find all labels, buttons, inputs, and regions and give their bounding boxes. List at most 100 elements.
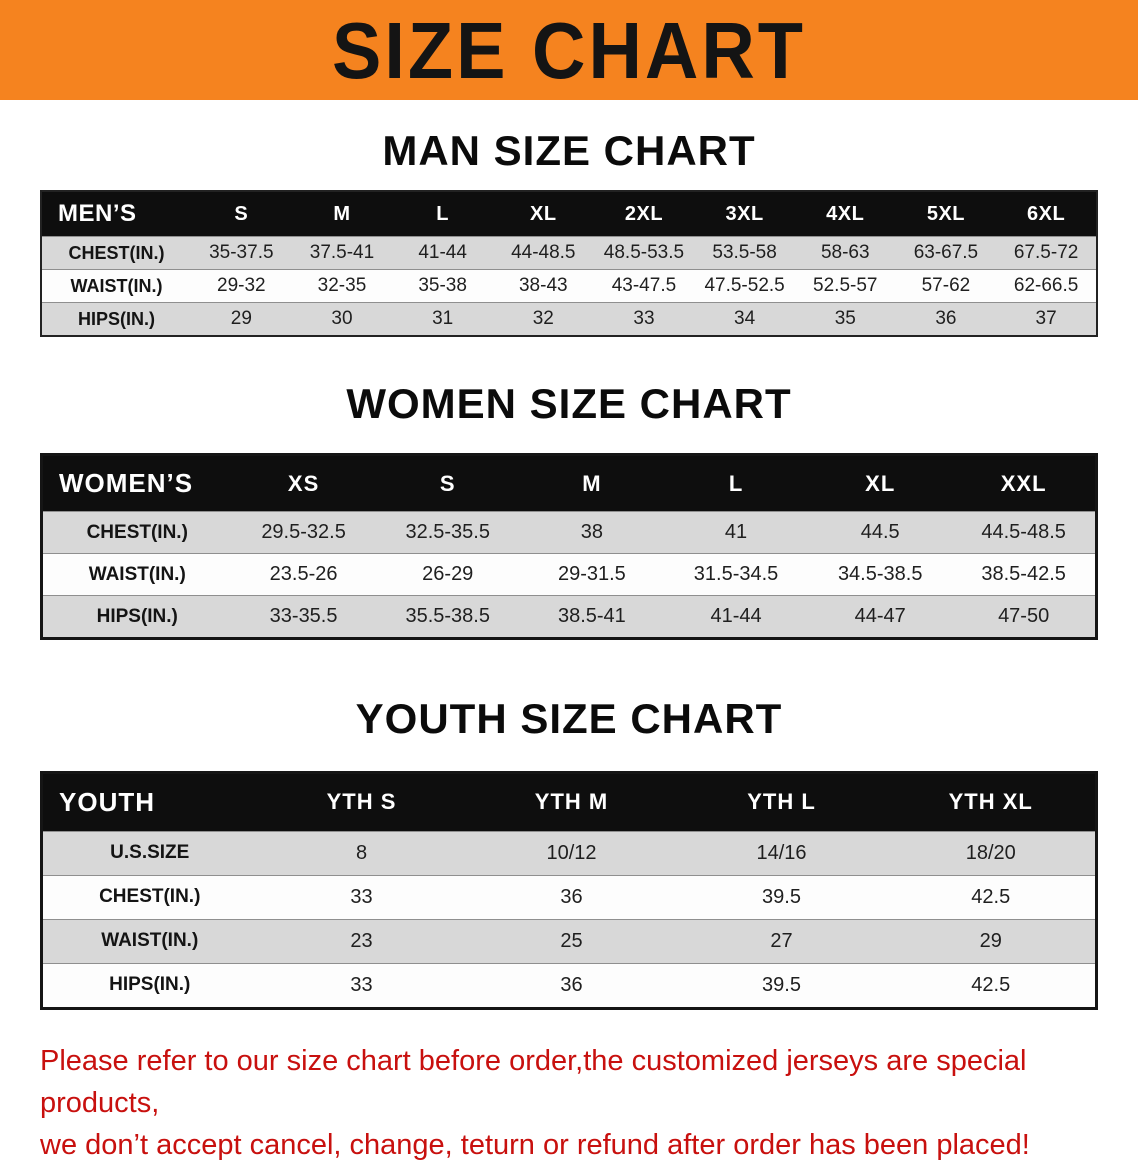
- measurement-value: 37.5-41: [309, 242, 375, 264]
- measurement-value: 39.5: [762, 885, 801, 908]
- size-column-header: S: [439, 470, 456, 496]
- measurement-label: CHEST(IN.): [68, 242, 165, 263]
- youth-size-table: YOUTH YTH S YTH M YTH L YTH XL U.S.SIZE 8 10/12…: [40, 770, 1098, 1010]
- size-column-header: L: [436, 202, 449, 225]
- measurement-row: HIPS(IN.) 29 30 31 32 33 34 35 36 37: [41, 302, 1097, 337]
- size-chart-banner: SIZE CHART: [0, 0, 1138, 100]
- measurement-value: 32.5-35.5: [405, 521, 490, 544]
- measurement-value: 44.5-48.5: [981, 521, 1066, 544]
- measurement-label: WAIST(IN.): [101, 930, 199, 952]
- measurement-row: HIPS(IN.) 33 36 39.5 42.5: [41, 963, 1097, 1009]
- size-column-header: XXL: [1000, 470, 1047, 496]
- measurement-label: HIPS(IN.): [109, 974, 191, 996]
- measurement-value: 67.5-72: [1013, 242, 1079, 264]
- size-column-header: S: [234, 202, 249, 225]
- measurement-value: 35.5-38.5: [405, 605, 490, 628]
- measurement-value: 27: [770, 929, 793, 952]
- table-title-cell: YOUTH: [59, 786, 155, 817]
- measurement-label: U.S.SIZE: [110, 842, 190, 864]
- youth-size-section: YOUTH SIZE CHART YOUTH YTH S YTH M YTH L YTH…: [0, 695, 1138, 1010]
- measurement-value: 14/16: [756, 841, 807, 864]
- measurement-value: 36: [560, 885, 583, 908]
- table-title-cell: WOMEN’S: [59, 468, 194, 499]
- measurement-value: 62-66.5: [1013, 275, 1079, 297]
- measurement-value: 8: [355, 841, 368, 864]
- size-column-header: 2XL: [624, 202, 664, 225]
- measurement-value: 36: [935, 308, 957, 330]
- measurement-value: 29: [979, 929, 1002, 952]
- size-column-header: YTH L: [747, 789, 816, 815]
- men-section-heading: MAN SIZE CHART: [382, 127, 756, 174]
- men-size-table: MEN’S S M L XL 2XL 3XL 4XL 5XL 6XL CHEST(IN.) 35-37…: [40, 190, 1098, 338]
- disclaimer-line-2: we don’t accept cancel, change, teturn o…: [40, 1128, 1030, 1161]
- measurement-value: 33: [350, 885, 373, 908]
- size-column-header: YTH S: [326, 789, 397, 815]
- table-header-row: WOMEN’S XS S M L XL XXL: [41, 454, 1097, 512]
- measurement-value: 25: [560, 929, 583, 952]
- measurement-value: 33-35.5: [269, 605, 338, 628]
- measurement-value: 36: [560, 973, 583, 996]
- measurement-value: 34: [734, 308, 756, 330]
- men-size-section: MAN SIZE CHART MEN’S S M L XL 2XL 3XL 4XL 5XL 6XL…: [0, 127, 1138, 338]
- measurement-value: 41: [724, 521, 748, 544]
- measurement-value: 41-44: [418, 242, 467, 264]
- measurement-value: 44.5: [860, 521, 900, 544]
- women-section-heading: WOMEN SIZE CHART: [346, 380, 792, 428]
- table-header-row: MEN’S S M L XL 2XL 3XL 4XL 5XL 6XL: [41, 191, 1097, 237]
- measurement-value: 33: [633, 308, 655, 330]
- measurement-label: WAIST(IN.): [70, 275, 163, 296]
- measurement-value: 23.5-26: [269, 563, 338, 586]
- measurement-value: 47.5-52.5: [704, 275, 785, 297]
- women-size-section: WOMEN SIZE CHART WOMEN’S XS S M L XL XXL CHEST(…: [0, 380, 1138, 641]
- size-column-header: L: [728, 470, 744, 496]
- measurement-value: 44-48.5: [511, 242, 576, 264]
- measurement-value: 42.5: [971, 885, 1011, 908]
- measurement-value: 53.5-58: [712, 242, 777, 264]
- measurement-label: CHEST(IN.): [86, 521, 188, 543]
- measurement-value: 34.5-38.5: [837, 563, 923, 586]
- measurement-value: 32-35: [317, 275, 367, 297]
- size-column-header: 3XL: [725, 202, 764, 225]
- measurement-value: 37: [1035, 308, 1057, 330]
- measurement-value: 44-47: [854, 605, 906, 628]
- measurement-value: 58-63: [820, 242, 870, 264]
- measurement-value: 35-37.5: [209, 242, 274, 264]
- measurement-value: 10/12: [546, 841, 597, 864]
- measurement-row: CHEST(IN.) 35-37.5 37.5-41 41-44 44-48.5 48.5…: [41, 236, 1097, 270]
- measurement-value: 29-32: [217, 275, 266, 297]
- measurement-value: 43-47.5: [611, 275, 677, 297]
- youth-section-heading: YOUTH SIZE CHART: [355, 695, 783, 743]
- size-column-header: XL: [530, 202, 557, 225]
- measurement-value: 38-43: [518, 275, 568, 297]
- measurement-value: 23: [350, 929, 373, 952]
- banner-title: SIZE CHART: [332, 5, 806, 95]
- size-column-header: 5XL: [926, 202, 966, 225]
- size-column-header: M: [582, 470, 602, 496]
- measurement-value: 38.5-41: [557, 605, 626, 628]
- size-column-header: XL: [865, 470, 896, 496]
- measurement-value: 57-62: [921, 275, 971, 297]
- table-title-cell: MEN’S: [58, 200, 137, 228]
- measurement-value: 39.5: [762, 973, 801, 996]
- size-column-header: M: [333, 202, 351, 225]
- measurement-value: 26-29: [422, 563, 474, 586]
- disclaimer-note: Please refer to our size chart before or…: [40, 1040, 1098, 1166]
- measurement-value: 30: [331, 308, 353, 330]
- size-column-header: 6XL: [1027, 202, 1066, 225]
- measurement-row: CHEST(IN.) 29.5-32.5 32.5-35.5 38 41 44.5 44.5…: [41, 511, 1097, 554]
- measurement-row: WAIST(IN.) 23.5-26 26-29 29-31.5 31.5-34.5 34…: [41, 553, 1097, 596]
- table-header-row: YOUTH YTH S YTH M YTH L YTH XL: [41, 772, 1097, 832]
- size-column-header: XS: [287, 470, 320, 496]
- size-column-header: YTH XL: [948, 789, 1033, 815]
- measurement-value: 63-67.5: [913, 242, 979, 264]
- measurement-value: 38.5-42.5: [981, 563, 1066, 586]
- size-column-header: YTH M: [534, 789, 609, 815]
- measurement-label: CHEST(IN.): [99, 886, 201, 908]
- measurement-value: 33: [350, 973, 373, 996]
- measurement-label: WAIST(IN.): [88, 563, 186, 585]
- measurement-value: 47-50: [998, 605, 1050, 628]
- measurement-value: 52.5-57: [813, 275, 878, 297]
- measurement-value: 32: [532, 308, 554, 330]
- measurement-row: HIPS(IN.) 33-35.5 35.5-38.5 38.5-41 41-44 44-…: [41, 595, 1097, 639]
- measurement-label: HIPS(IN.): [77, 308, 155, 329]
